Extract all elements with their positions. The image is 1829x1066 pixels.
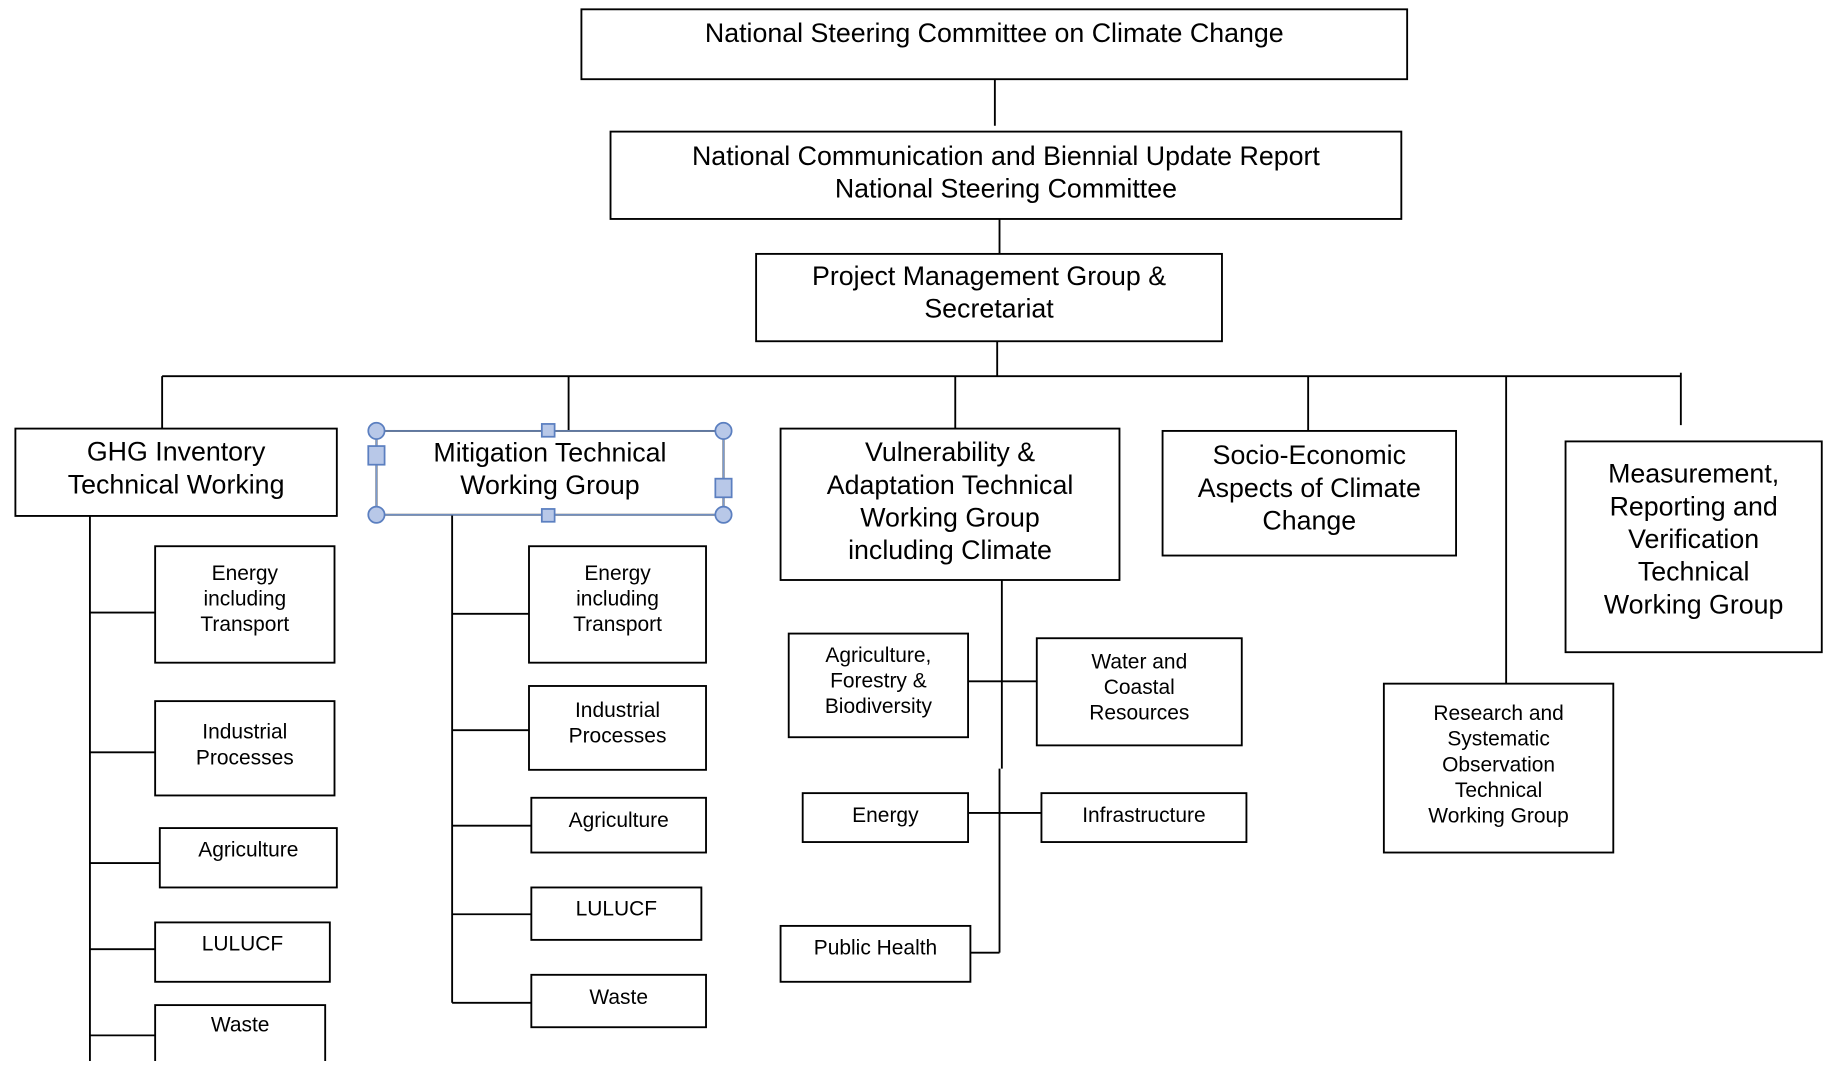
node-label: LULUCF [576,898,658,921]
node-label: Working Group [1604,589,1784,619]
connectors [88,79,1682,1061]
node-label: Working Group [1428,804,1569,827]
boxes: National Steering Committee on Climate C… [14,8,1823,1066]
node-label: Public Health [814,937,937,960]
node-label: Technical [1455,779,1542,802]
node-label: Vulnerability & [865,437,1035,467]
node-box [1035,637,1243,747]
node-label: Transport [200,613,289,636]
node-box [1040,792,1248,843]
node-label: Processes [569,725,667,748]
node-label: Measurement, [1608,459,1779,489]
node-label: including Climate [848,535,1052,565]
node-box [1382,682,1615,854]
node-label: Adaptation Technical [827,470,1074,500]
node-label: Reporting and [1610,491,1778,521]
node-label: Secretariat [924,293,1054,323]
node-label: including [203,587,286,610]
node-label: Waste [211,1014,270,1037]
node-box [787,632,970,739]
node-label: Water and [1091,650,1187,673]
node-label: Energy [584,562,651,585]
node-label: LULUCF [202,933,284,956]
node-label: Systematic [1447,728,1549,751]
node-label: Change [1262,505,1356,535]
node-box [530,796,707,854]
node-label: National Steering Committee on Climate C… [705,18,1284,48]
node-label: Agriculture, [825,644,931,667]
node-label: Energy [212,562,279,585]
node-box [154,921,331,983]
node-label: Processes [196,746,294,769]
node-label: Verification [1628,524,1759,554]
node-label: Observation [1442,753,1555,776]
node-label: Agriculture [198,838,298,861]
node-label: GHG Inventory [87,437,266,467]
node-box [154,700,336,797]
node-box [14,427,338,517]
node-box [530,886,703,941]
node-label: Working Group [860,503,1040,533]
node-label: Socio-Economic [1213,440,1406,470]
node-box [801,792,970,843]
node-box [779,924,972,983]
node-label: Project Management Group & [812,261,1166,291]
node-label: Transport [573,613,662,636]
node-box [154,1004,327,1066]
node-box [528,545,707,664]
node-box [609,130,1403,220]
node-box [1161,429,1457,557]
node-box [158,827,338,889]
selection-handles [367,421,733,524]
node-label: National Communication and Biennial Upda… [692,141,1320,171]
node-box [779,427,1121,581]
node-box [755,252,1223,343]
node-label: Agriculture [569,809,669,832]
node-label: Industrial [202,721,287,744]
node-box [530,973,707,1029]
node-label: Infrastructure [1082,804,1205,827]
node-label: Working Group [460,470,640,500]
node-label: Industrial [575,699,660,722]
node-label: National Steering Committee [835,174,1177,204]
node-label: Technical [1638,557,1750,587]
node-box [1564,440,1823,654]
node-label: Aspects of Climate [1198,473,1421,503]
node-label: Biodiversity [825,695,933,718]
node-box [528,685,707,771]
node-label: Energy [852,804,919,827]
node-label: Waste [589,986,648,1009]
node-label: Forestry & [830,669,927,692]
node-label: Resources [1089,701,1189,724]
node-label: Coastal [1104,676,1175,699]
node-label: Research and [1433,702,1563,725]
node-box [580,8,1409,81]
node-label: Technical Working [68,469,285,499]
node-label: Mitigation Technical [433,437,666,467]
node-label: including [576,587,659,610]
node-box [154,545,336,664]
